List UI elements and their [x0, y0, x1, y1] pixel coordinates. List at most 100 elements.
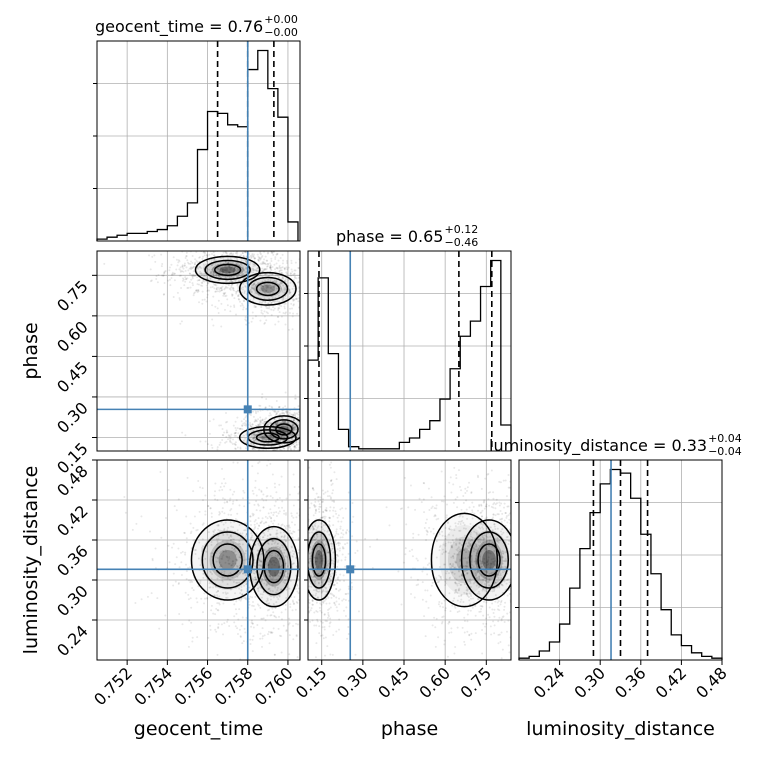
sample-point: [217, 590, 220, 593]
sample-point: [258, 289, 261, 292]
sample-point: [285, 629, 288, 632]
sample-point: [261, 393, 264, 396]
sample-point: [168, 269, 171, 272]
sample-point: [298, 531, 300, 533]
sample-point: [332, 563, 335, 566]
sample-point: [229, 437, 232, 440]
sample-point: [304, 665, 306, 667]
sample-point: [207, 505, 210, 508]
sample-point: [212, 418, 215, 421]
sample-point: [162, 293, 165, 296]
sample-point: [294, 397, 297, 400]
sample-point: [283, 574, 286, 577]
sample-point: [293, 414, 296, 417]
sample-point: [226, 304, 229, 307]
sample-point: [317, 448, 319, 450]
sample-point: [289, 249, 291, 251]
sample-point: [301, 565, 303, 567]
sample-point: [275, 532, 278, 535]
sample-point: [312, 443, 314, 445]
sample-point: [261, 497, 264, 500]
sample-point: [208, 289, 211, 292]
sample-point: [270, 251, 273, 254]
sample-point: [325, 597, 328, 600]
sample-point: [198, 301, 201, 304]
sample-point: [251, 284, 254, 287]
sample-point: [342, 609, 345, 612]
sample-point: [297, 281, 300, 284]
sample-point: [220, 267, 223, 270]
sample-point: [214, 283, 217, 286]
sample-point: [212, 273, 215, 276]
sample-point: [229, 588, 232, 591]
sample-point: [232, 500, 235, 503]
sample-point: [266, 542, 269, 545]
sample-point: [235, 269, 238, 272]
sample-point: [188, 281, 191, 284]
sample-point: [229, 262, 232, 265]
sample-point: [183, 531, 186, 534]
sample-point: [280, 550, 283, 553]
sample-point: [274, 257, 277, 260]
sample-point: [223, 247, 225, 249]
sample-point: [271, 280, 274, 283]
sample-point: [242, 269, 245, 272]
sample-point: [224, 421, 227, 424]
sample-point: [310, 421, 312, 423]
sample-point: [314, 290, 316, 292]
sample-point: [223, 622, 226, 625]
sample-point: [337, 544, 340, 547]
sample-point: [304, 420, 306, 422]
sample-point: [304, 537, 306, 539]
sample-point: [229, 509, 232, 512]
sample-point: [284, 576, 287, 579]
sample-point: [265, 417, 268, 420]
sample-point: [222, 633, 225, 636]
sample-point: [292, 424, 295, 427]
sample-point: [312, 435, 314, 437]
sample-point: [234, 243, 236, 245]
sample-point: [315, 284, 317, 286]
sample-point: [309, 415, 311, 417]
sample-point: [297, 413, 300, 416]
sample-point: [278, 270, 281, 273]
sample-point: [310, 283, 312, 285]
sample-point: [257, 255, 260, 258]
sample-point: [269, 422, 272, 425]
sample-point: [288, 445, 291, 448]
sample-point: [192, 294, 195, 297]
sample-point: [259, 287, 262, 290]
sample-point: [289, 579, 292, 582]
sample-point: [303, 548, 305, 550]
sample-point: [324, 509, 327, 512]
sample-point: [181, 279, 184, 282]
sample-point: [280, 535, 283, 538]
sample-point: [189, 629, 192, 632]
sample-point: [330, 484, 333, 487]
sample-point: [339, 525, 342, 528]
sample-point: [251, 287, 254, 290]
sample-point: [177, 547, 180, 550]
sample-point: [302, 441, 304, 443]
sample-point: [329, 433, 331, 435]
sample-point: [272, 253, 275, 256]
sample-point: [215, 607, 218, 610]
sample-point: [303, 443, 305, 445]
sample-point: [223, 498, 226, 501]
sample-point: [238, 298, 241, 301]
sample-point: [309, 546, 312, 549]
sample-point: [205, 253, 208, 256]
sample-point: [230, 280, 233, 283]
sample-point: [288, 493, 291, 496]
sample-point: [268, 549, 271, 552]
sample-point: [332, 584, 335, 587]
sample-point: [210, 604, 213, 607]
sample-point: [338, 628, 341, 631]
sample-point: [236, 581, 239, 584]
sample-point: [293, 445, 296, 448]
sample-point: [280, 287, 283, 290]
sample-point: [160, 265, 163, 268]
sample-point: [281, 420, 284, 423]
sample-point: [275, 529, 278, 532]
sample-point: [318, 632, 321, 635]
